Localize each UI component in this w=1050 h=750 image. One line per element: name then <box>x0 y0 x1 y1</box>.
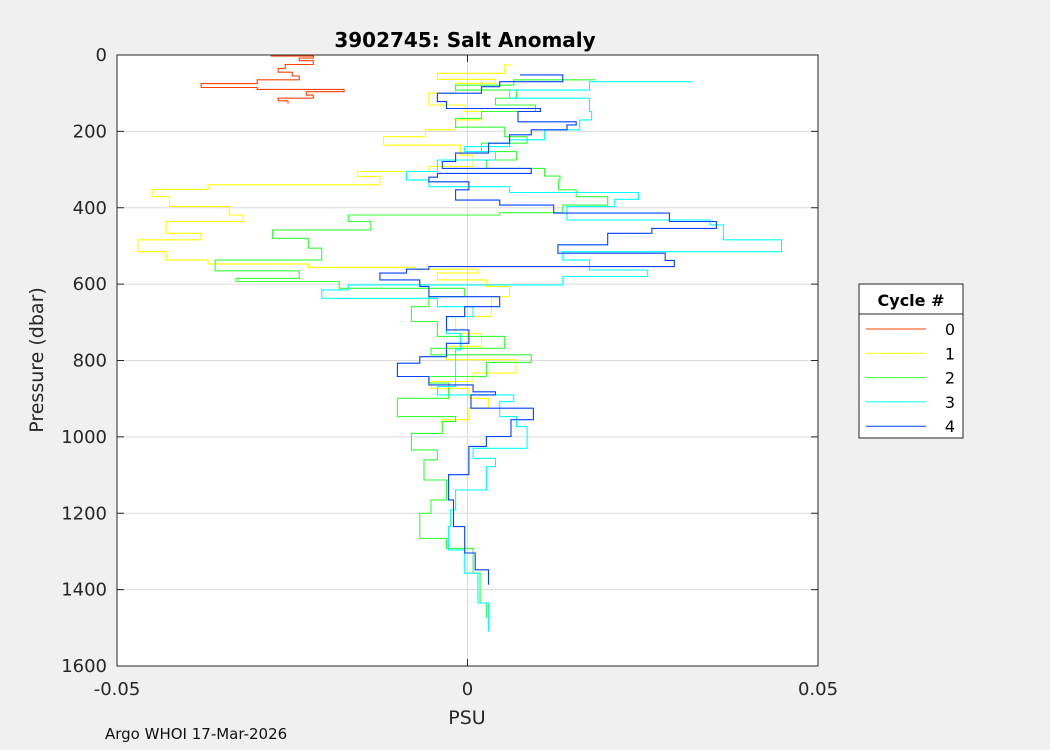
x-tick-label: 0.05 <box>798 679 838 700</box>
legend-title: Cycle # <box>878 291 945 310</box>
chart-title: 3902745: Salt Anomaly <box>334 28 595 52</box>
x-axis-label: PSU <box>448 707 485 729</box>
series-line-cycle-0 <box>200 54 345 104</box>
grid <box>117 55 818 666</box>
legend-label-cycle-0: 0 <box>945 320 955 339</box>
series-line-cycle-2 <box>214 79 609 619</box>
series-line-cycle-4 <box>379 74 717 585</box>
x-tick-label: 0 <box>462 679 473 700</box>
y-tick-label: 600 <box>73 274 107 295</box>
y-tick-label: 200 <box>73 121 107 142</box>
legend-label-cycle-2: 2 <box>945 369 955 388</box>
legend-label-cycle-1: 1 <box>945 344 955 363</box>
y-tick-label: 0 <box>96 45 107 66</box>
ticks: 0 200 400 600 800 1000 1200 1400 1600-0.05 0 0.05 <box>61 45 838 700</box>
series-line-cycle-3 <box>321 81 783 632</box>
footer-credit: Argo WHOI 17-Mar-2026 <box>105 725 288 743</box>
legend: Cycle # 0 1 2 3 4 <box>858 283 964 439</box>
x-tick-label: -0.05 <box>94 679 141 700</box>
series-lines <box>137 54 783 632</box>
y-tick-label: 400 <box>73 198 107 219</box>
y-tick-label: 800 <box>73 351 107 372</box>
y-axis-label: Pressure (dbar) <box>26 287 48 433</box>
series-line-cycle-1 <box>137 64 517 430</box>
y-tick-label: 1200 <box>61 503 107 524</box>
y-tick-label: 1000 <box>61 427 107 448</box>
legend-label-cycle-3: 3 <box>945 393 955 412</box>
legend-label-cycle-4: 4 <box>945 417 955 436</box>
y-tick-label: 1400 <box>61 580 107 601</box>
y-tick-label: 1600 <box>61 656 107 677</box>
